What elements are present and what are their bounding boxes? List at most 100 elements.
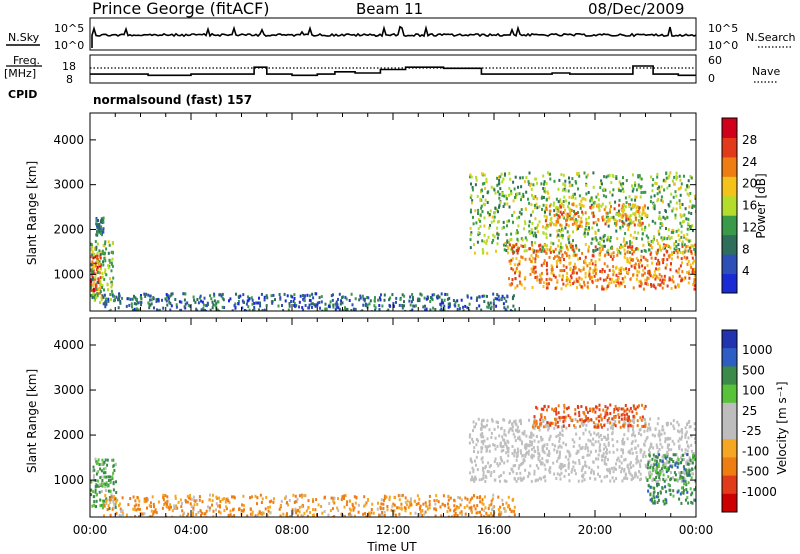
power-cell xyxy=(675,207,678,211)
velocity-cell xyxy=(484,506,487,510)
power-cell xyxy=(290,294,292,298)
velocity-cell xyxy=(641,425,644,428)
velocity-cell xyxy=(517,466,520,470)
power-cell xyxy=(528,220,531,224)
velocity-cell xyxy=(649,417,652,421)
power-cell xyxy=(615,229,618,233)
velocity-cell xyxy=(468,506,471,510)
power-cell xyxy=(522,192,525,196)
power-cell xyxy=(688,246,691,250)
velocity-cell xyxy=(256,496,259,500)
velocity-cell xyxy=(470,505,473,509)
velocity-cell xyxy=(653,490,656,494)
power-cell xyxy=(618,268,621,272)
velocity-cell xyxy=(579,424,582,428)
power-cell xyxy=(642,287,645,291)
velocity-cell xyxy=(291,508,294,512)
power-cell xyxy=(586,232,589,236)
power-cell xyxy=(534,217,537,221)
power-cell xyxy=(681,261,683,265)
velocity-cell xyxy=(328,502,331,505)
power-cell xyxy=(622,182,625,186)
velocity-cell xyxy=(629,451,632,455)
velocity-cell xyxy=(215,502,218,506)
power-cell xyxy=(102,263,105,267)
power-cell xyxy=(112,276,115,280)
velocity-cell xyxy=(607,433,609,437)
power-cell xyxy=(618,284,621,288)
power-cell xyxy=(593,269,596,273)
power-cell xyxy=(291,295,294,299)
power-cell xyxy=(139,300,142,304)
velocity-cell xyxy=(582,432,585,436)
power-cell xyxy=(152,296,155,300)
power-cell xyxy=(338,292,341,296)
power-cell xyxy=(92,292,95,296)
velocity-cell xyxy=(653,496,656,500)
velocity-cell xyxy=(536,445,539,449)
power-cell xyxy=(640,254,643,258)
power-cell xyxy=(637,247,640,251)
power-cell xyxy=(100,267,103,271)
power-cell xyxy=(670,230,673,234)
power-cell xyxy=(316,303,319,307)
power-cell xyxy=(693,274,696,278)
velocity-cell xyxy=(661,469,664,473)
power-cell xyxy=(530,267,533,271)
power-cell xyxy=(509,177,512,181)
velocity-cell xyxy=(676,465,679,469)
power-cell xyxy=(340,299,343,303)
velocity-cell xyxy=(491,419,494,423)
power-cell xyxy=(90,248,93,251)
power-cell xyxy=(519,176,522,180)
power-cell xyxy=(624,285,626,288)
power-cell xyxy=(543,214,546,218)
velocity-cell xyxy=(95,472,98,476)
velocity-cell xyxy=(673,427,676,431)
power-cell xyxy=(548,204,551,208)
power-cell xyxy=(505,299,508,303)
velocity-cell xyxy=(216,504,219,508)
power-cell xyxy=(399,297,402,301)
velocity-cell xyxy=(585,443,588,447)
velocity-cell xyxy=(133,508,136,511)
power-cell xyxy=(277,304,280,308)
velocity-cell xyxy=(683,467,686,471)
velocity-cell xyxy=(225,507,228,511)
velocity-cell xyxy=(482,442,485,446)
power-cell xyxy=(504,307,507,311)
power-cell xyxy=(578,174,581,178)
power-cell xyxy=(643,204,646,208)
power-cell xyxy=(638,224,641,227)
power-cell xyxy=(601,270,604,274)
velocity-cell xyxy=(615,407,618,411)
power-cell xyxy=(150,302,153,306)
power-cell xyxy=(135,302,138,306)
velocity-cell xyxy=(587,416,590,420)
power-cell xyxy=(493,235,496,239)
velocity-cell xyxy=(472,429,474,433)
velocity-cell xyxy=(488,449,491,453)
velocity-cell xyxy=(101,484,104,488)
power-cell xyxy=(558,228,561,232)
power-cell xyxy=(629,214,632,218)
power-cell xyxy=(680,257,683,261)
velocity-cell xyxy=(107,475,110,479)
power-cell xyxy=(545,236,548,240)
velocity-cell xyxy=(493,470,496,473)
velocity-cell xyxy=(577,479,580,483)
velocity-cell xyxy=(636,405,639,409)
velocity-cell xyxy=(151,495,154,499)
power-cell xyxy=(564,183,567,187)
power-cell xyxy=(554,223,557,227)
velocity-cell xyxy=(524,447,527,451)
velocity-cell xyxy=(353,514,356,517)
power-cell xyxy=(543,187,546,191)
power-cell xyxy=(166,295,169,299)
power-cell xyxy=(107,251,110,255)
velocity-cell xyxy=(537,448,540,452)
power-cell xyxy=(483,233,486,237)
velocity-cell xyxy=(540,438,543,442)
power-cell xyxy=(598,253,601,257)
velocity-cell xyxy=(516,425,519,429)
